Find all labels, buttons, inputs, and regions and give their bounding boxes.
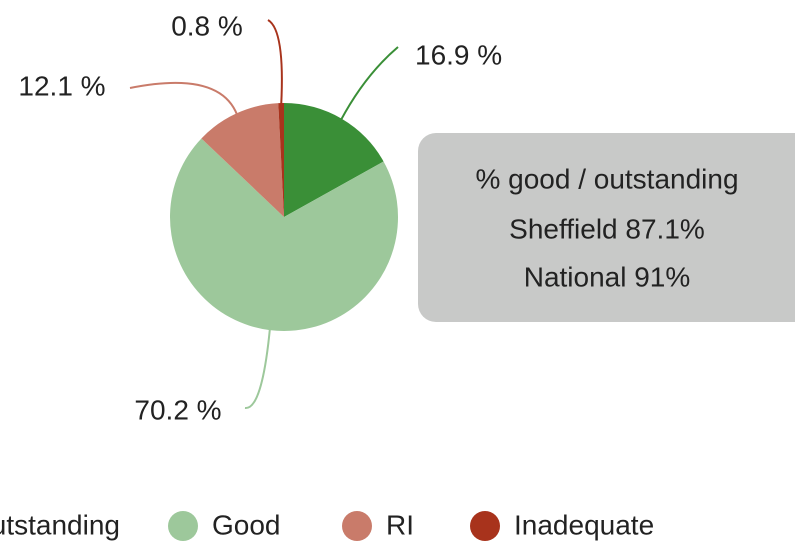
leader-line [244, 328, 271, 409]
data-label: 0.8 % [171, 10, 243, 41]
leader-line [129, 81, 239, 116]
legend-label: RI [386, 509, 414, 540]
data-label: 12.1 % [18, 70, 105, 101]
annotation-line: % good / outstanding [475, 163, 738, 194]
annotation-box [418, 133, 795, 322]
pie-slice [170, 138, 398, 331]
legend-label: Outstanding [0, 509, 120, 540]
legend-swatch [342, 511, 372, 541]
legend-label: Inadequate [514, 509, 654, 540]
legend-label: Good [212, 509, 281, 540]
pie-slice [278, 103, 284, 217]
legend-swatch [168, 511, 198, 541]
leader-line [267, 19, 283, 106]
leader-line [339, 46, 399, 121]
data-label: 16.9 % [415, 39, 502, 70]
data-label: 70.2 % [134, 394, 221, 425]
pie-slice [201, 103, 284, 217]
pie-slice [284, 103, 384, 217]
annotation-line: Sheffield 87.1% [509, 213, 705, 244]
annotation-line: National 91% [524, 261, 691, 292]
legend-swatch [470, 511, 500, 541]
